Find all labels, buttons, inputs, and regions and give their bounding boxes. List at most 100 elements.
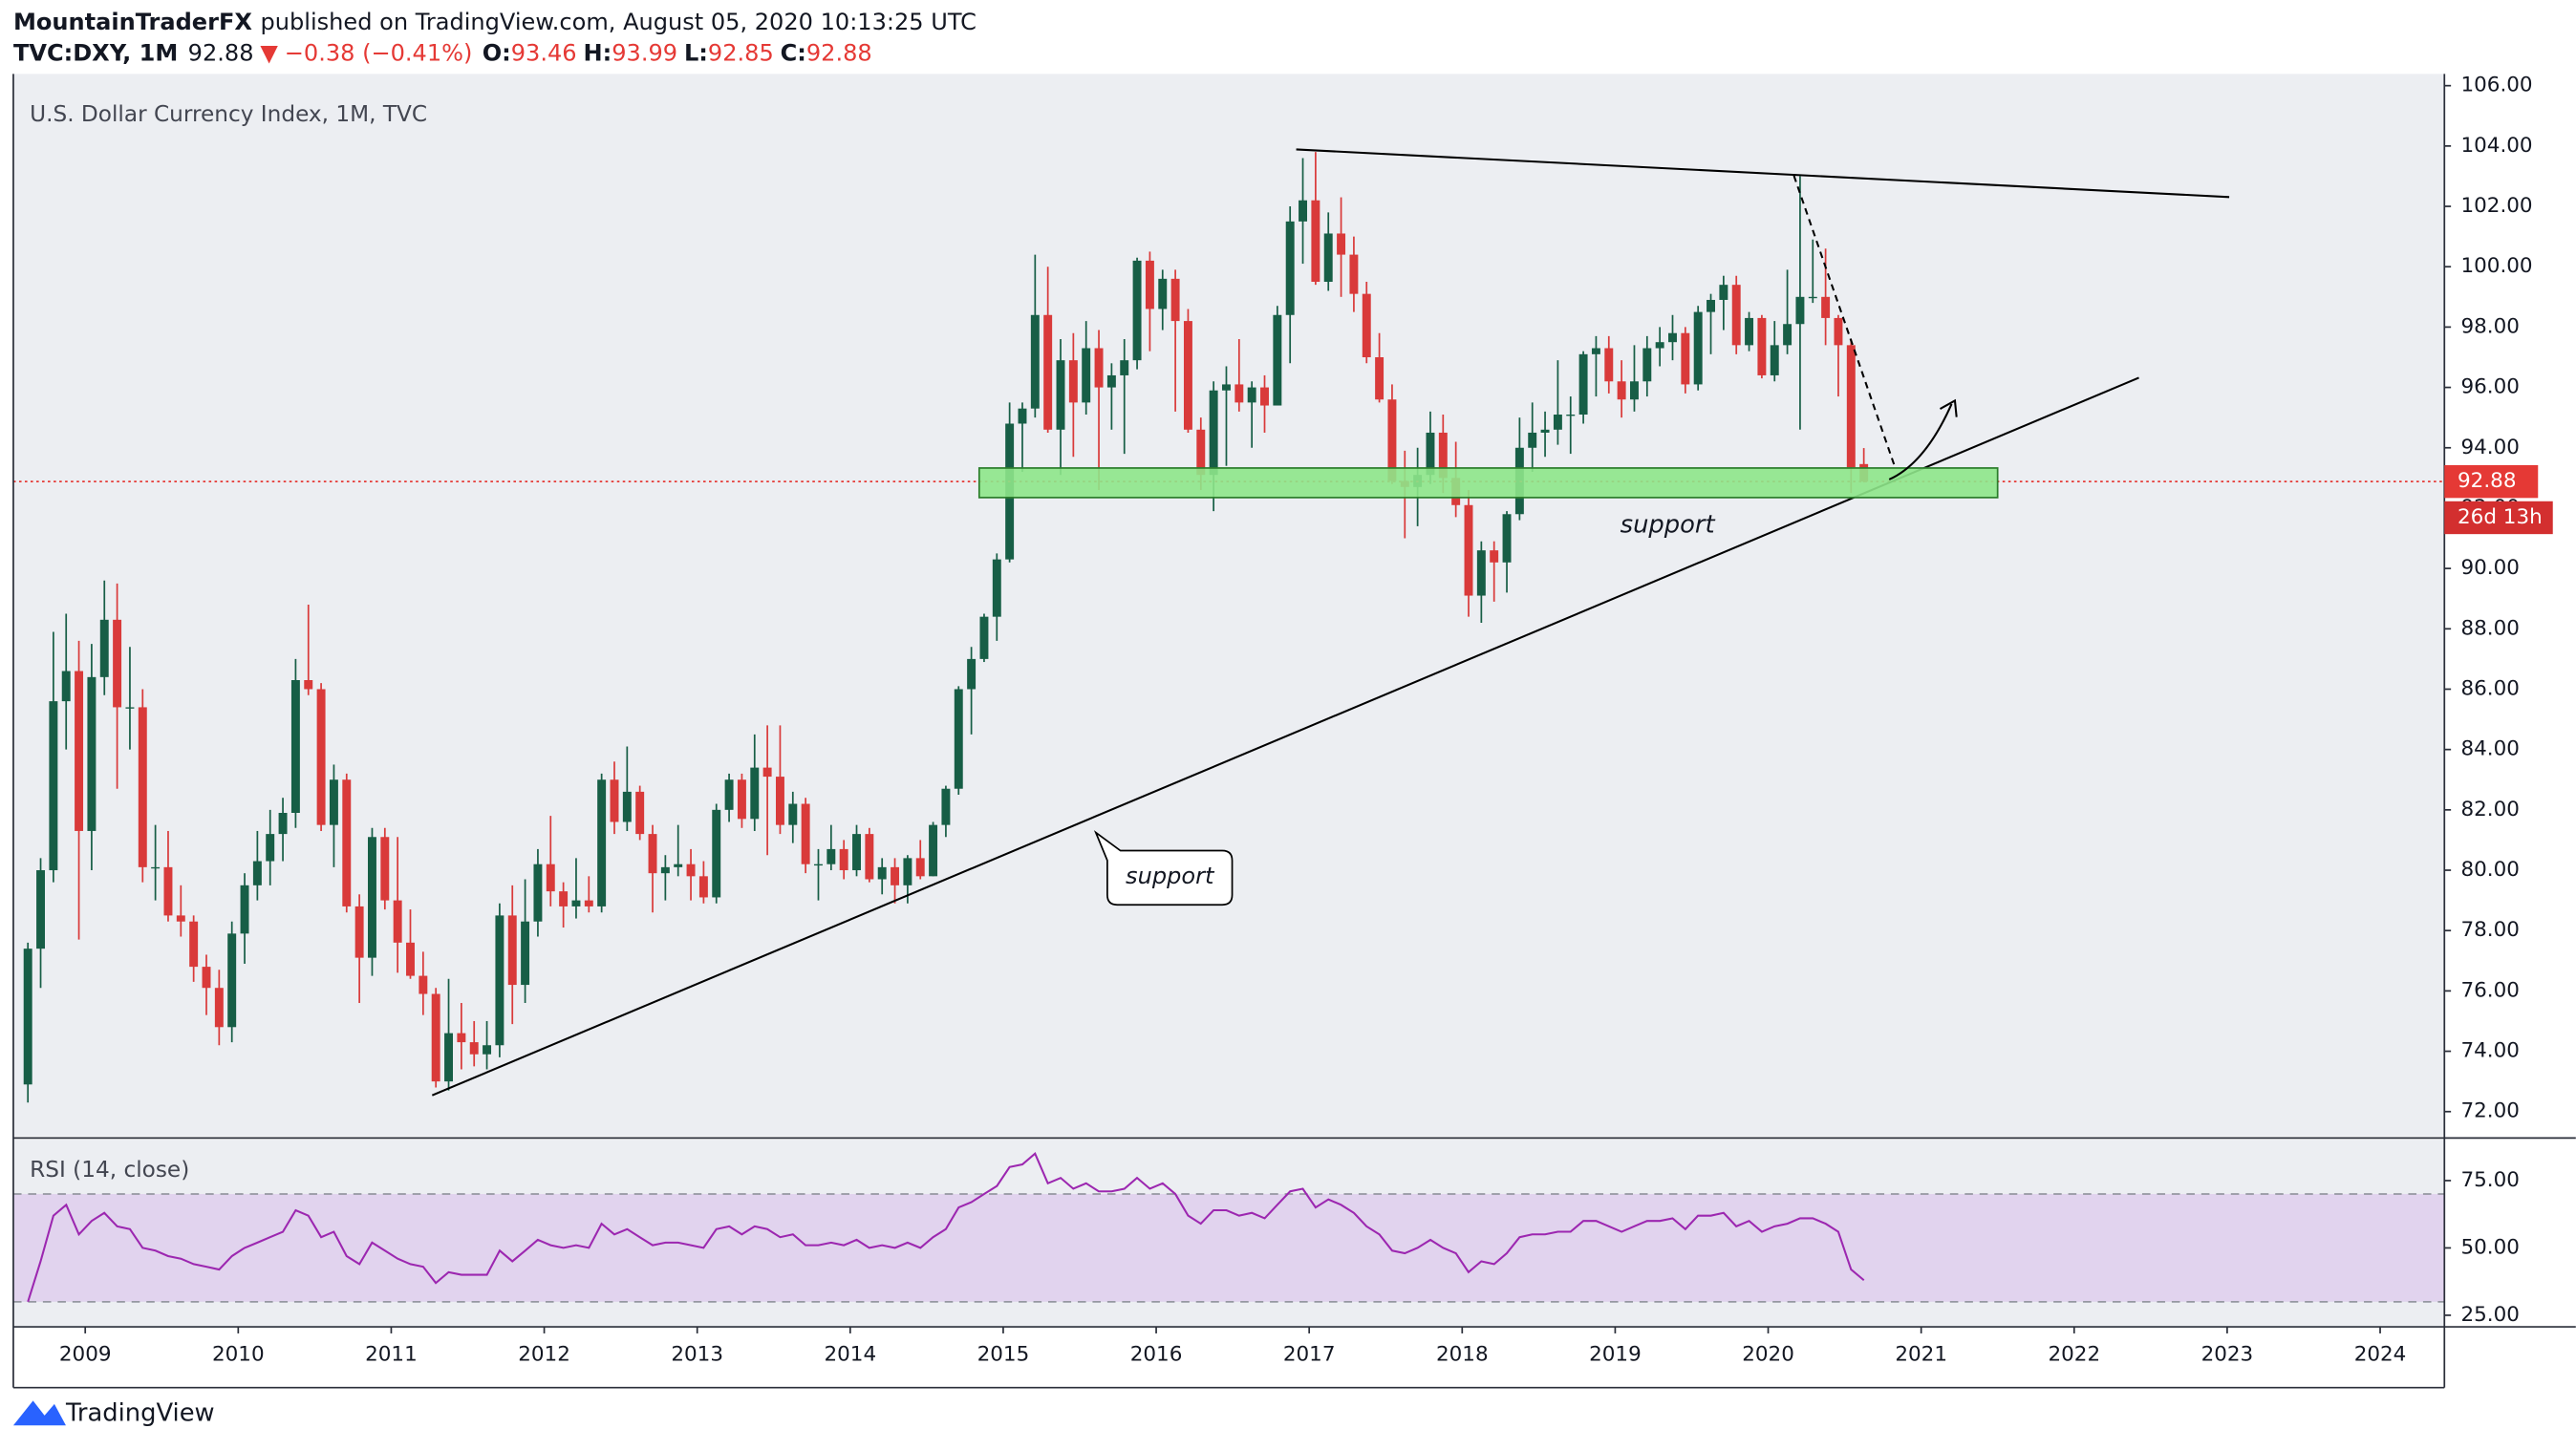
candle-body	[954, 689, 963, 789]
candle-body	[367, 837, 376, 958]
candle-body	[1464, 504, 1473, 596]
y-tick-label: 84.00	[2460, 737, 2519, 761]
y-tick-label: 74.00	[2460, 1039, 2519, 1063]
candle-body	[915, 858, 925, 877]
candle-body	[1068, 360, 1078, 403]
candle-body	[1629, 381, 1639, 400]
candle-body	[99, 619, 109, 677]
candle-body	[189, 921, 199, 968]
candle-body	[992, 559, 1001, 617]
candle-body	[1553, 415, 1562, 430]
publish-line: MountainTraderFX published on TradingView…	[13, 9, 977, 35]
candle-body	[1209, 390, 1218, 476]
candle-body	[444, 1033, 453, 1082]
quote-line: TVC:DXY, 1M 92.88 ▼ −0.38 (−0.41%) O:93.46 H:…	[13, 40, 872, 67]
logo-icon	[12, 1400, 66, 1426]
quote-label: H:	[583, 40, 612, 67]
candle-body	[1808, 296, 1817, 299]
y-tick-label: 100.00	[2460, 254, 2532, 278]
candle-body	[469, 1042, 479, 1055]
quote-value: 93.99	[612, 40, 677, 67]
candle-body	[316, 689, 326, 825]
y-tick-label: 50.00	[2460, 1235, 2519, 1259]
x-tick-label: 2010	[212, 1342, 265, 1366]
candle-body	[839, 848, 848, 871]
candle-body	[304, 680, 313, 690]
candle-body	[1578, 353, 1588, 416]
candle-body	[852, 834, 861, 871]
projection	[1792, 175, 1896, 465]
candle-body	[1693, 311, 1703, 385]
candle-body	[507, 915, 517, 986]
candle-body	[584, 900, 593, 906]
candle-body	[1681, 332, 1690, 385]
candle-body	[1043, 314, 1053, 430]
candle-body	[278, 812, 288, 835]
candle-body	[1234, 384, 1244, 403]
candle-body	[929, 824, 938, 877]
candle-body	[1540, 429, 1550, 433]
candle-body	[1018, 408, 1027, 424]
last-price-label: 92.88	[2458, 469, 2516, 493]
y-tick-label: 106.00	[2460, 74, 2532, 97]
candle-body	[138, 707, 147, 867]
y-tick-label: 102.00	[2460, 194, 2532, 218]
logo: TradingView	[12, 1399, 215, 1428]
candle-body	[1783, 324, 1792, 346]
candle-body	[1196, 429, 1206, 476]
quote-label: L:	[684, 40, 708, 67]
y-tick-label: 80.00	[2460, 858, 2519, 882]
candle-body	[941, 788, 951, 825]
candle-body	[1655, 342, 1664, 349]
x-tick-label: 2019	[1589, 1342, 1642, 1366]
candle-body	[622, 791, 632, 822]
arrow-head	[1939, 398, 1958, 417]
x-tick-label: 2009	[59, 1342, 112, 1366]
candle-body	[1082, 348, 1091, 403]
support-zone	[977, 467, 1999, 499]
y-tick-label: 76.00	[2460, 978, 2519, 1002]
candle-body	[686, 864, 696, 877]
candle-body	[113, 619, 122, 708]
candle-body	[176, 915, 185, 922]
quote-value: 92.85	[708, 40, 774, 67]
candle-body	[775, 777, 784, 825]
y-tick-label: 86.00	[2460, 676, 2519, 700]
plot	[12, 152, 2445, 1303]
candle-body	[431, 993, 440, 1082]
arrow	[1888, 403, 1953, 480]
candle-body	[1719, 285, 1728, 300]
candle-body	[1591, 348, 1600, 354]
countdown-box	[2444, 501, 2553, 535]
x-tick-label: 2021	[1895, 1342, 1947, 1366]
candle-body	[419, 975, 428, 994]
candle-body	[266, 834, 275, 862]
candle-body	[290, 680, 300, 813]
candle-body	[240, 885, 249, 934]
candle-body	[1273, 314, 1282, 406]
candle-body	[1502, 514, 1512, 563]
candle-body	[457, 1033, 466, 1043]
candle-body	[87, 676, 97, 831]
candle-body	[1222, 384, 1231, 391]
candle-body	[1770, 345, 1779, 375]
candle-body	[202, 967, 211, 989]
x-tick-label: 2022	[2048, 1342, 2100, 1366]
candle-body	[1834, 317, 1843, 346]
x-tick-label: 2018	[1436, 1342, 1489, 1366]
candle-body	[1145, 260, 1154, 309]
candle-body	[406, 942, 415, 976]
publisher: MountainTraderFX	[13, 9, 252, 35]
candle-body	[1170, 278, 1180, 322]
x-tick-label: 2020	[1742, 1342, 1794, 1366]
last-price-box	[2444, 464, 2539, 499]
candle-body	[559, 891, 569, 906]
candle-body	[1604, 348, 1614, 382]
candle-body	[1106, 374, 1116, 388]
rsi-title: RSI (14, close)	[30, 1157, 189, 1183]
x-tick-label: 2013	[671, 1342, 723, 1366]
last: 92.88	[188, 40, 254, 67]
candle-body	[660, 866, 670, 874]
candle-body	[1132, 260, 1142, 361]
price-pane	[12, 74, 2445, 1137]
